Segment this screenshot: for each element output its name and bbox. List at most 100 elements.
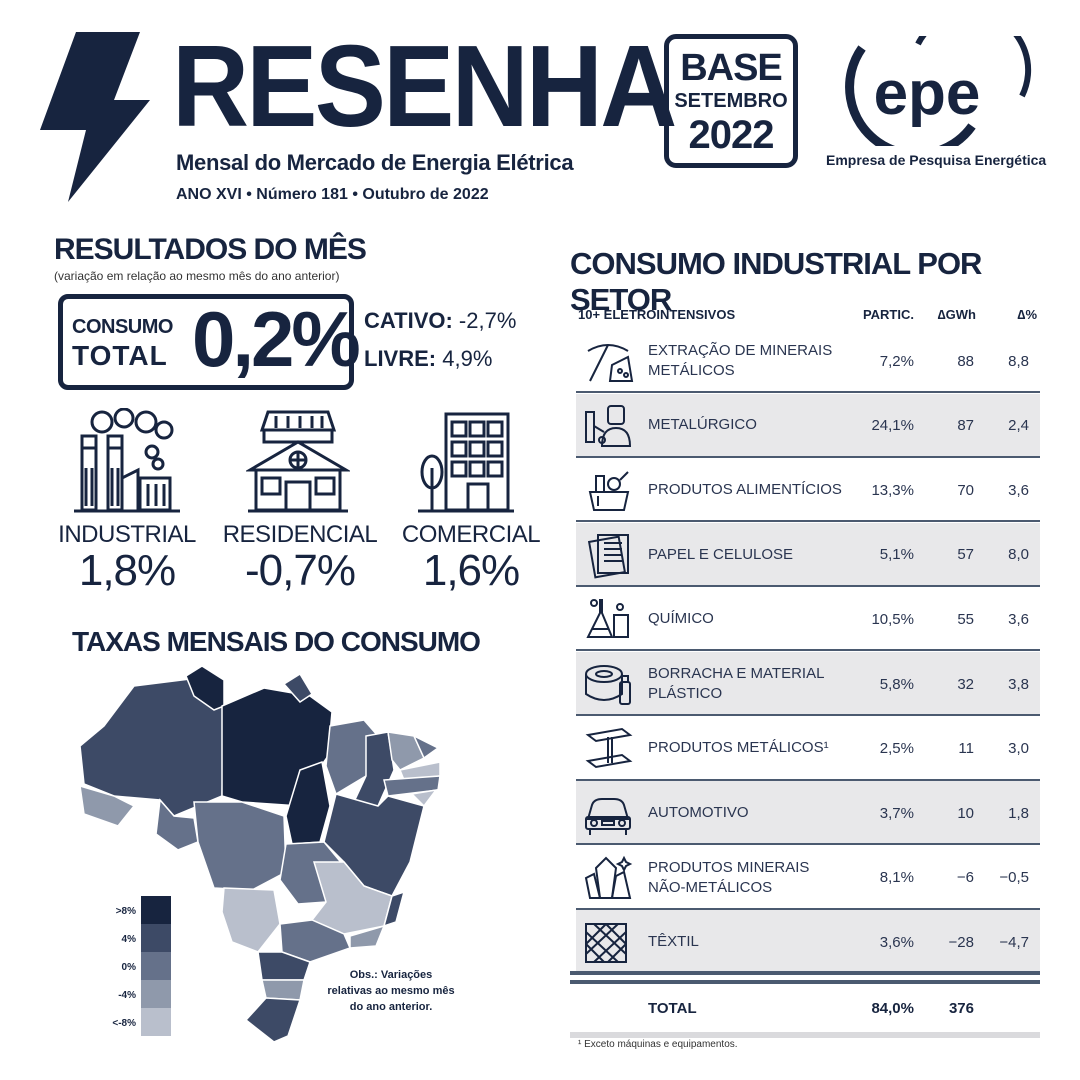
paper-icon [587,533,629,579]
header-pct: ∆% [1017,307,1037,322]
map-region-es [382,890,406,928]
cativo-value: -2,7% [452,308,517,333]
base-year: 2022 [688,113,775,157]
livre-label: LIVRE: [364,346,437,371]
legend-label-4: -4% [118,990,136,1001]
row-sector-name: METALÚRGICO [648,416,757,434]
industrial-table-title: CONSUMO INDUSTRIAL POR SETOR [570,246,982,317]
row-divider [576,520,1040,523]
row-pct: 8,8 [1008,352,1029,370]
legend-label-3: 0% [121,962,136,973]
total-gwh: 376 [948,1000,974,1017]
row-partic: 3,7% [879,804,914,822]
building-icon [418,412,514,513]
row-partic: 7,2% [879,352,914,370]
row-divider [576,584,1040,587]
row-partic: 5,1% [879,546,914,564]
row-sector-name: BORRACHA E MATERIAL PLÁSTICO [648,664,824,702]
row-partic: 8,1% [879,869,914,887]
row-partic: 3,6% [879,933,914,951]
total-label: TOTAL [648,1000,697,1017]
legend-label-5: <-8% [112,1018,136,1029]
map-region-rs [244,997,302,1043]
grocery-icon [588,471,630,512]
crystal-icon [584,855,633,899]
issue-info: ANO XVI • Número 181 • Outubro de 2022 [176,186,489,203]
row-partic: 10,5% [871,610,914,628]
header-sector: 10+ ELETROINTENSIVOS [578,307,736,322]
row-sector-name: EXTRAÇÃO DE MINERAIS METÁLICOS [648,341,833,379]
row-gwh: 57 [957,546,974,564]
row-divider [576,843,1040,846]
table-row: AUTOMOTIVO 3,7% 10 1,8 [576,781,1040,846]
map-title: TAXAS MENSAIS DO CONSUMO [72,626,481,657]
total-divider-top [570,971,1040,975]
car-icon [585,798,631,836]
table-footnote: ¹ Exceto máquinas e equipamentos. [578,1039,738,1050]
sector-industrial-value: 1,8% [78,546,176,595]
row-gwh: 55 [957,610,974,628]
total-consumption-box [58,294,354,390]
legend-swatch-2 [141,924,171,952]
total-bottom-bar [570,1032,1040,1038]
row-sector-name: QUÍMICO [648,610,714,628]
row-gwh: −6 [956,869,974,887]
sector-residencial-name: RESIDENCIAL [222,521,378,548]
livre-value: 4,9% [436,346,493,371]
livre-stat: LIVRE: 4,9% [364,346,492,372]
base-label: BASE [680,47,783,89]
tire-bottle-icon [585,665,631,705]
table-row: METALÚRGICO 24,1% 87 2,4 [576,393,1040,458]
row-sector-name: PRODUTOS MINERAIS NÃO-METÁLICOS [648,858,810,896]
map-region-sc [261,979,305,1001]
row-pct: −0,5 [999,869,1029,887]
cativo-label: CATIVO: [364,308,453,333]
map-region-rn [412,734,440,760]
row-gwh: 87 [957,417,974,435]
publication-subtitle: Mensal do Mercado de Energia Elétrica [176,150,574,175]
row-sector-name: PAPEL E CELULOSE [648,545,794,563]
row-divider [576,907,1040,910]
row-partic: 5,8% [879,675,914,693]
row-partic: 13,3% [871,481,914,499]
steel-beam-icon [585,727,633,768]
map-region-mt [193,801,287,891]
row-gwh: 10 [957,804,974,822]
brazil-map [79,666,441,1043]
row-pct: 2,4 [1008,417,1029,435]
header-partic: PARTIC. [862,307,914,322]
map-region-rj [349,924,386,949]
row-pct: 3,6 [1008,481,1029,499]
total-row: TOTAL 84,0% 376 [576,986,1040,1032]
total-partic: 84,0% [871,1000,914,1017]
map-region-ms [221,887,281,953]
map-region-al [410,788,438,808]
legend-swatch-1 [141,896,171,924]
map-region-ac [79,784,136,827]
row-partic: 24,1% [871,417,914,435]
sector-comercial-name: COMERCIAL [401,521,541,548]
row-divider [576,455,1040,458]
legend-swatch-5 [141,1008,171,1036]
legend-label-2: 4% [121,934,136,945]
row-divider [576,714,1040,716]
flask-icon [586,599,629,639]
base-month: SETEMBRO [674,90,788,112]
epe-logo-text: epe [874,59,981,128]
table-row: EXTRAÇÃO DE MINERAIS METÁLICOS 7,2% 88 8,8 [576,329,1040,393]
total-consumption-value: 0,2% [192,295,361,383]
sector-industrial-name: INDUSTRIAL [58,521,196,548]
results-title: RESULTADOS DO MÊS [54,233,367,266]
header-gwh: ∆GWh [937,307,976,322]
cativo-stat: CATIVO: -2,7% [364,308,516,334]
map-region-ce [387,731,425,771]
row-pct: 8,0 [1008,546,1029,564]
row-partic: 2,5% [879,740,914,758]
brand-title: RESENHA [172,21,677,151]
sector-residencial-value: -0,7% [245,546,356,595]
row-sector-name: PRODUTOS METÁLICOS¹ [648,739,829,757]
pickaxe-icon [587,344,634,382]
table-row: TÊXTIL 3,6% −28 −4,7 [576,910,1040,975]
row-sector-name: TÊXTIL [648,933,699,951]
results-note: (variação em relação ao mesmo mês do ano… [54,269,340,283]
